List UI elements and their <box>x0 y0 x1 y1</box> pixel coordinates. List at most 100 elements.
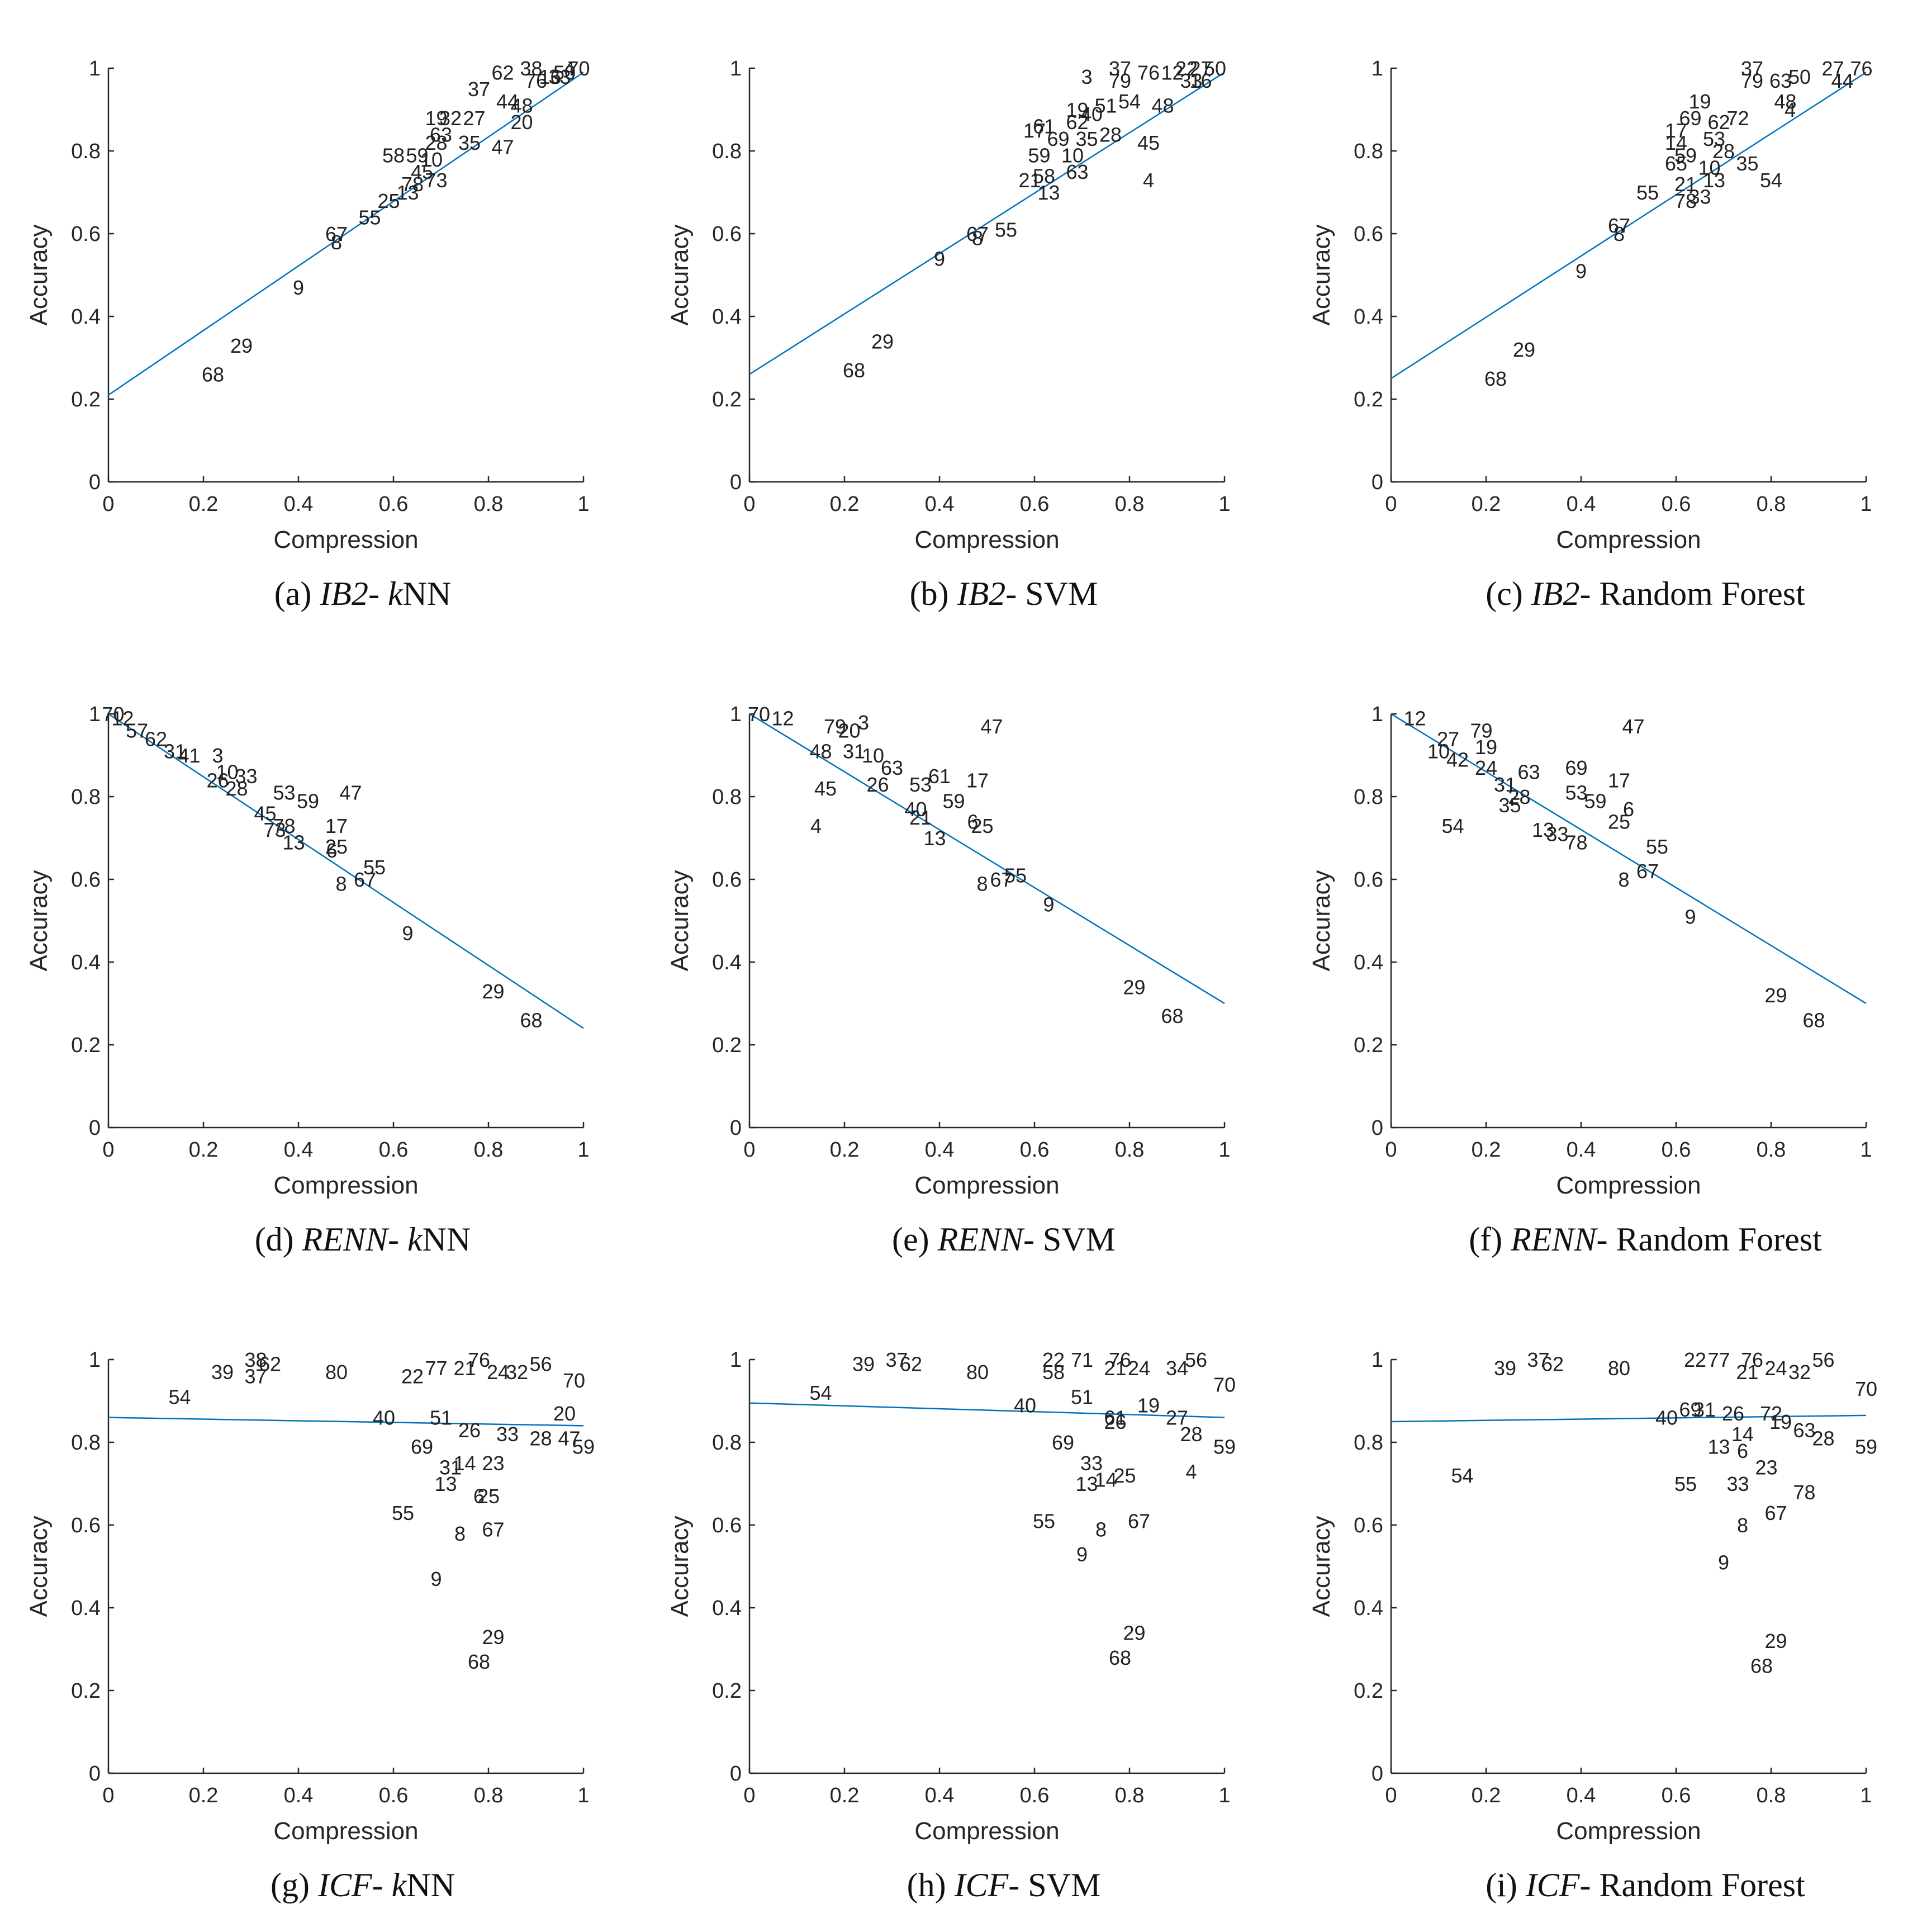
data-point-label: 27 <box>1437 727 1459 750</box>
y-tick-label: 0.4 <box>71 951 101 974</box>
y-tick-label: 0 <box>89 471 101 494</box>
data-point-label: 79 <box>1741 69 1763 92</box>
y-tick-label: 0.6 <box>1354 868 1383 892</box>
y-tick-label: 0 <box>730 471 742 494</box>
x-tick-label: 1 <box>1860 493 1872 516</box>
data-point-label: 62 <box>145 727 167 750</box>
x-tick-label: 0.8 <box>1757 493 1786 516</box>
data-point-label: 19 <box>425 107 447 130</box>
y-tick-label: 0.6 <box>712 868 742 892</box>
data-point-label: 29 <box>482 980 504 1003</box>
data-point-label: 55 <box>392 1502 414 1524</box>
data-point-label: 47 <box>339 782 362 804</box>
y-axis-label: Accuracy <box>1308 1516 1335 1617</box>
y-axis-label: Accuracy <box>25 1516 53 1617</box>
y-tick-label: 1 <box>89 57 101 80</box>
data-point-label: 9 <box>1575 260 1587 283</box>
data-point-label: 25 <box>1113 1464 1136 1487</box>
caption-part: - <box>1008 1867 1028 1903</box>
y-tick-label: 0.4 <box>712 951 742 974</box>
data-point-label: 63 <box>1517 761 1540 784</box>
fit-line <box>749 713 1225 1005</box>
caption-italic-part: ICF <box>1525 1867 1581 1903</box>
data-point-label: 77 <box>1707 1348 1730 1371</box>
x-tick-label: 0.8 <box>474 1784 504 1807</box>
data-point-label: 68 <box>468 1650 490 1673</box>
data-point-label: 28 <box>225 777 248 800</box>
x-tick-label: 0.8 <box>1757 1138 1786 1162</box>
data-point-label: 62 <box>259 1352 281 1375</box>
data-point-label: 47 <box>1622 715 1644 738</box>
x-tick-label: 0.4 <box>1567 1784 1596 1807</box>
data-point-label: 21 <box>1104 1357 1126 1380</box>
caption-part: (a) <box>274 575 320 612</box>
data-point-label: 48 <box>1151 94 1174 117</box>
data-point-label: 76 <box>1741 1348 1763 1371</box>
data-point-label: 51 <box>1094 94 1117 117</box>
data-point-label: 28 <box>1180 1423 1202 1446</box>
chart-panel-b: 0 0.2 0.4 0.6 0.8 100.20.40.60.81CompressionA… <box>666 57 1231 612</box>
y-tick-label: 0.4 <box>712 1597 742 1620</box>
data-point-label: 55 <box>1033 1510 1055 1533</box>
data-point-label: 67 <box>482 1518 504 1541</box>
data-point-label: 31 <box>439 1456 462 1479</box>
data-point-label: 54 <box>1451 1464 1473 1487</box>
data-point-label: 8 <box>976 872 988 895</box>
y-tick-label: 1 <box>1371 57 1383 80</box>
data-point-label: 19 <box>1475 736 1497 759</box>
data-point-label: 14 <box>1731 1423 1754 1446</box>
chart-caption: (i) ICF- Random Forest <box>1486 1867 1805 1903</box>
data-point-label: 55 <box>1004 864 1027 887</box>
y-tick-label: 0.8 <box>712 140 742 163</box>
x-tick-label: 1 <box>1860 1784 1872 1807</box>
y-tick-label: 0.8 <box>1354 1431 1383 1455</box>
y-tick-label: 0.4 <box>1354 951 1383 974</box>
data-point-label: 3 <box>212 744 223 767</box>
data-point-label: 58 <box>1033 164 1055 187</box>
data-point-label: 10 <box>1698 157 1720 179</box>
x-tick-label: 0.6 <box>1662 1138 1691 1162</box>
data-point-label: 51 <box>430 1407 452 1429</box>
data-point-label: 8 <box>331 231 342 254</box>
caption-part: (b) <box>910 575 957 612</box>
chart-panel-d: 0 0.2 0.4 0.6 0.8 100.20.40.60.81CompressionA… <box>25 703 590 1258</box>
data-point-label: 47 <box>491 136 514 159</box>
data-point-label: 24 <box>1128 1357 1150 1380</box>
data-point-label: 38 <box>520 57 542 80</box>
data-point-label: 48 <box>1774 90 1796 113</box>
data-point-label: 62 <box>1541 1352 1564 1375</box>
data-point-label: 3 <box>1081 65 1092 88</box>
data-point-label: 65 <box>1665 152 1687 175</box>
x-tick-label: 0.6 <box>1662 1784 1691 1807</box>
x-tick-label: 0 <box>1385 1138 1397 1162</box>
data-point-label: 22 <box>1042 1348 1065 1371</box>
data-point-label: 10 <box>1061 144 1084 167</box>
caption-part: Random Forest <box>1599 575 1805 612</box>
y-axis-label: Accuracy <box>25 225 53 326</box>
data-point-label: 72 <box>1760 1402 1782 1425</box>
data-point-label: 20 <box>838 719 860 742</box>
chart-caption: (g) ICF- kNN <box>270 1867 455 1903</box>
y-tick-label: 0.6 <box>712 222 742 246</box>
data-point-label: 29 <box>1123 1621 1145 1644</box>
caption-italic-part: RENN <box>937 1221 1025 1258</box>
y-tick-label: 0.8 <box>71 140 101 163</box>
data-point-label: 24 <box>1764 1357 1787 1380</box>
data-point-label: 13 <box>434 1472 457 1495</box>
y-tick-label: 0 <box>89 1762 101 1786</box>
data-point-label: 55 <box>358 206 381 229</box>
data-point-label: 22 <box>1684 1348 1706 1371</box>
data-point-label: 63 <box>430 123 452 146</box>
data-point-label: 21 <box>453 1357 476 1380</box>
chart-panel-c: 0 0.2 0.4 0.6 0.8 100.20.40.60.81CompressionA… <box>1308 57 1873 612</box>
y-tick-label: 0.4 <box>71 1597 101 1620</box>
data-point-label: 21 <box>1018 169 1041 192</box>
caption-part: SVM <box>1028 1867 1100 1903</box>
data-point-label: 6 <box>1737 1439 1748 1462</box>
y-tick-label: 0.6 <box>712 1514 742 1537</box>
data-point-label: 8 <box>1095 1518 1107 1541</box>
data-point-label: 19 <box>1769 1410 1792 1433</box>
data-point-label: 53 <box>909 773 932 796</box>
data-point-label: 27 <box>1166 1407 1188 1429</box>
